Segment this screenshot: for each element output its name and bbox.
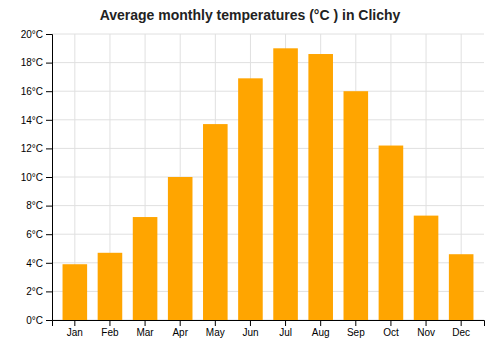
bar bbox=[379, 146, 404, 320]
x-tick: Oct bbox=[383, 320, 399, 338]
y-tick: 14°C bbox=[21, 115, 52, 126]
y-grid-line bbox=[52, 91, 484, 92]
y-grid-line bbox=[52, 34, 484, 35]
bar bbox=[308, 54, 333, 320]
bar bbox=[98, 253, 123, 320]
x-tick-label: Jun bbox=[242, 327, 258, 338]
x-axis-line bbox=[53, 321, 485, 327]
x-tick-label: Mar bbox=[136, 327, 154, 338]
x-tick-label: Sep bbox=[347, 327, 365, 338]
bars bbox=[63, 48, 474, 320]
x-tick-mark bbox=[109, 320, 110, 326]
y-tick-label: 0°C bbox=[26, 315, 43, 326]
bar bbox=[414, 216, 439, 320]
y-tick: 16°C bbox=[21, 86, 52, 97]
x-tick: Feb bbox=[101, 320, 119, 338]
bar bbox=[238, 78, 263, 320]
x-tick-label: Feb bbox=[101, 327, 119, 338]
x-tick: Jan bbox=[67, 320, 83, 338]
x-tick: May bbox=[206, 320, 225, 338]
y-tick-label: 20°C bbox=[21, 29, 43, 40]
y-tick: 2°C bbox=[26, 286, 52, 297]
bar bbox=[203, 124, 228, 320]
y-tick-mark bbox=[46, 177, 52, 178]
y-tick-mark bbox=[46, 320, 52, 321]
y-tick-label: 14°C bbox=[21, 115, 43, 126]
x-tick-label: Jan bbox=[67, 327, 83, 338]
y-tick: 12°C bbox=[21, 143, 52, 154]
x-tick-mark bbox=[74, 320, 75, 326]
y-tick-mark bbox=[46, 234, 52, 235]
x-tick-mark bbox=[426, 320, 427, 326]
x-tick: Sep bbox=[347, 320, 365, 338]
x-tick-mark bbox=[390, 320, 391, 326]
y-tick: 0°C bbox=[26, 315, 52, 326]
bar bbox=[449, 254, 474, 320]
y-tick-mark bbox=[46, 34, 52, 35]
page: {"chart_data": {"type": "bar", "title": … bbox=[0, 0, 500, 350]
plot: 0°C 2°C 4°C 6°C 8°C 10°C 12°C 14°C 16°C 18°C 20°C J… bbox=[21, 29, 485, 338]
y-tick-label: 18°C bbox=[21, 57, 43, 68]
y-tick: 4°C bbox=[26, 258, 52, 269]
x-tick-mark bbox=[461, 320, 462, 326]
x-tick-label: Aug bbox=[312, 327, 330, 338]
y-axis-line bbox=[46, 35, 53, 321]
y-tick: 20°C bbox=[21, 29, 52, 40]
y-tick-mark bbox=[46, 291, 52, 292]
y-tick: 18°C bbox=[21, 57, 52, 68]
y-tick-mark bbox=[46, 63, 52, 64]
y-grid-line bbox=[52, 148, 484, 149]
x-tick: Nov bbox=[417, 320, 435, 338]
x-tick-mark bbox=[355, 320, 356, 326]
x-tick: Jul bbox=[279, 320, 292, 338]
y-grid-line bbox=[52, 119, 484, 120]
y-tick-label: 10°C bbox=[21, 172, 43, 183]
y-tick-label: 2°C bbox=[26, 286, 43, 297]
x-tick: Mar bbox=[136, 320, 154, 338]
grid bbox=[52, 34, 484, 320]
bar bbox=[273, 48, 298, 320]
x-tick-mark bbox=[320, 320, 321, 326]
y-tick-mark bbox=[46, 120, 52, 121]
y-tick: 8°C bbox=[26, 200, 52, 211]
y-axis: 0°C 2°C 4°C 6°C 8°C 10°C 12°C 14°C 16°C 18°C 20°C bbox=[21, 29, 53, 326]
x-tick: Apr bbox=[172, 320, 188, 338]
x-tick: Dec bbox=[452, 320, 470, 338]
bar bbox=[168, 177, 193, 320]
y-tick-label: 12°C bbox=[21, 143, 43, 154]
y-tick-label: 4°C bbox=[26, 258, 43, 269]
x-tick: Aug bbox=[312, 320, 330, 338]
bar bbox=[63, 264, 88, 320]
x-tick-label: Oct bbox=[383, 327, 399, 338]
y-grid-line bbox=[52, 177, 484, 178]
x-tick-label: Apr bbox=[172, 327, 188, 338]
x-tick-mark bbox=[180, 320, 181, 326]
y-tick-mark bbox=[46, 263, 52, 264]
x-tick-label: May bbox=[206, 327, 225, 338]
y-tick-label: 8°C bbox=[26, 200, 43, 211]
title: Average monthly temperatures (°C ) in Cl… bbox=[100, 7, 401, 23]
x-tick-mark bbox=[215, 320, 216, 326]
x-tick: Jun bbox=[242, 320, 258, 338]
bar bbox=[133, 217, 158, 320]
chart: 0°C 2°C 4°C 6°C 8°C 10°C 12°C 14°C 16°C 18°C 20°C J… bbox=[0, 0, 500, 350]
y-tick-mark bbox=[46, 91, 52, 92]
bar bbox=[344, 91, 369, 320]
y-tick: 10°C bbox=[21, 172, 52, 183]
x-tick-mark bbox=[285, 320, 286, 326]
y-tick: 6°C bbox=[26, 229, 52, 240]
y-tick-label: 16°C bbox=[21, 86, 43, 97]
x-tick-mark bbox=[145, 320, 146, 326]
y-grid-line bbox=[52, 205, 484, 206]
x-tick-label: Dec bbox=[452, 327, 470, 338]
x-tick-label: Jul bbox=[279, 327, 292, 338]
x-axis: Jan Feb Mar Apr May Jun Jul Aug Sep Oct Nov Dec bbox=[53, 320, 485, 338]
y-tick-mark bbox=[46, 148, 52, 149]
y-grid-line bbox=[52, 62, 484, 63]
y-tick-mark bbox=[46, 206, 52, 207]
x-tick-mark bbox=[250, 320, 251, 326]
y-tick-label: 6°C bbox=[26, 229, 43, 240]
x-tick-label: Nov bbox=[417, 327, 435, 338]
